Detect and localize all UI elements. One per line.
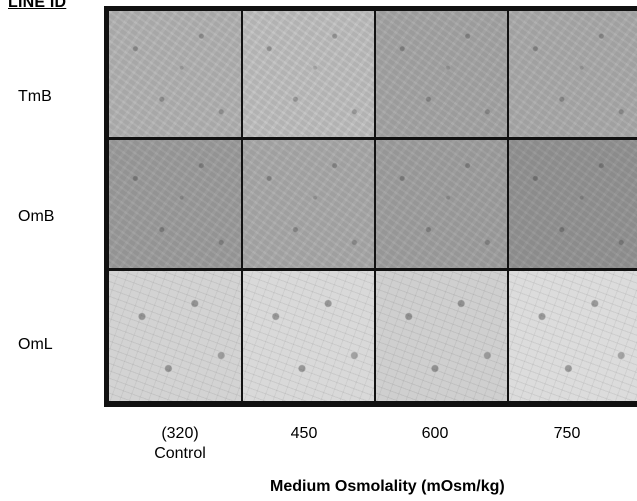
column-label-320: (320) Control	[120, 424, 240, 464]
micrograph-oml-750	[509, 271, 637, 401]
micrograph-tmb-600	[376, 11, 507, 137]
row-label-oml: OmL	[18, 336, 53, 353]
micrograph-omb-320	[109, 140, 241, 268]
column-label-600-value: 600	[421, 425, 449, 442]
micrograph-tmb-450	[243, 11, 374, 137]
micrograph-omb-750	[509, 140, 637, 268]
column-label-600: 600	[375, 424, 495, 444]
column-label-450: 450	[244, 424, 364, 444]
micrograph-omb-600	[376, 140, 507, 268]
micrograph-omb-450	[243, 140, 374, 268]
column-label-750: 750	[507, 424, 627, 444]
micrograph-tmb-320	[109, 11, 241, 137]
row-label-tmb: TmB	[18, 88, 52, 105]
x-axis-label: Medium Osmolality (mOsm/kg)	[270, 478, 505, 495]
micrograph-tmb-750	[509, 11, 637, 137]
micrograph-oml-320	[109, 271, 241, 401]
micrograph-oml-600	[376, 271, 507, 401]
row-label-omb: OmB	[18, 208, 55, 225]
column-label-750-value: 750	[553, 425, 581, 442]
column-label-450-value: 450	[290, 425, 318, 442]
micrograph-oml-450	[243, 271, 374, 401]
line-id-header: LINE ID	[8, 0, 67, 11]
image-grid	[104, 6, 637, 407]
column-label-320-caption: Control	[154, 445, 206, 462]
column-label-320-value: (320)	[161, 425, 199, 442]
